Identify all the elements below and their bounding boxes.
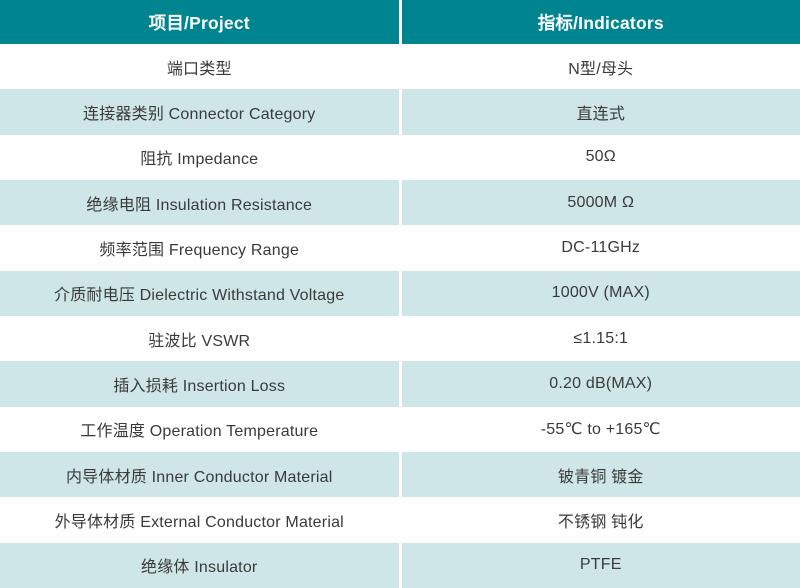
- indicator-cell: 不锈钢 钝化: [401, 497, 800, 543]
- project-cell: 连接器类别 Connector Category: [0, 89, 399, 135]
- table-row: 绝缘电阻 Insulation Resistance 5000M Ω: [0, 179, 800, 226]
- project-cell: 驻波比 VSWR: [0, 315, 399, 362]
- project-cell: 端口类型: [0, 44, 399, 90]
- table-row: 绝缘体 Insulator PTFE: [0, 542, 800, 588]
- table-row: 阻抗 Impedance 50Ω: [0, 134, 800, 180]
- table-row: 端口类型 N型/母头: [0, 44, 800, 90]
- project-cell: 绝缘电阻 Insulation Resistance: [0, 179, 399, 226]
- table-row: 插入损耗 Insertion Loss 0.20 dB(MAX): [0, 361, 800, 407]
- project-cell: 内导体材质 Inner Conductor Material: [0, 451, 399, 498]
- table-row: 连接器类别 Connector Category 直连式: [0, 89, 800, 135]
- project-cell: 介质耐电压 Dielectric Withstand Voltage: [0, 270, 399, 316]
- indicator-cell: N型/母头: [401, 44, 800, 90]
- header-project: 项目/Project: [0, 0, 399, 44]
- table-row: 外导体材质 External Conductor Material 不锈钢 钝化: [0, 497, 800, 543]
- indicator-cell: PTFE: [401, 542, 800, 588]
- table-row: 内导体材质 Inner Conductor Material 铍青铜 镀金: [0, 451, 800, 498]
- indicator-cell: 5000M Ω: [401, 179, 800, 226]
- project-cell: 插入损耗 Insertion Loss: [0, 361, 399, 407]
- indicator-cell: 50Ω: [401, 134, 800, 180]
- indicator-cell: 0.20 dB(MAX): [401, 361, 800, 407]
- header-indicators: 指标/Indicators: [401, 0, 800, 44]
- table-header-row: 项目/Project 指标/Indicators: [0, 0, 800, 44]
- table-row: 驻波比 VSWR ≤1.15:1: [0, 315, 800, 362]
- indicator-cell: ≤1.15:1: [401, 315, 800, 362]
- indicator-cell: 铍青铜 镀金: [401, 451, 800, 498]
- indicator-cell: 直连式: [401, 89, 800, 135]
- table-row: 工作温度 Operation Temperature -55℃ to +165℃: [0, 406, 800, 452]
- project-cell: 阻抗 Impedance: [0, 134, 399, 180]
- indicator-cell: DC-11GHz: [401, 225, 800, 271]
- indicator-cell: -55℃ to +165℃: [401, 406, 800, 452]
- project-cell: 工作温度 Operation Temperature: [0, 406, 399, 452]
- project-cell: 绝缘体 Insulator: [0, 542, 399, 588]
- table-row: 频率范围 Frequency Range DC-11GHz: [0, 225, 800, 271]
- table-row: 介质耐电压 Dielectric Withstand Voltage 1000V…: [0, 270, 800, 316]
- project-cell: 频率范围 Frequency Range: [0, 225, 399, 271]
- project-cell: 外导体材质 External Conductor Material: [0, 497, 399, 543]
- indicator-cell: 1000V (MAX): [401, 270, 800, 316]
